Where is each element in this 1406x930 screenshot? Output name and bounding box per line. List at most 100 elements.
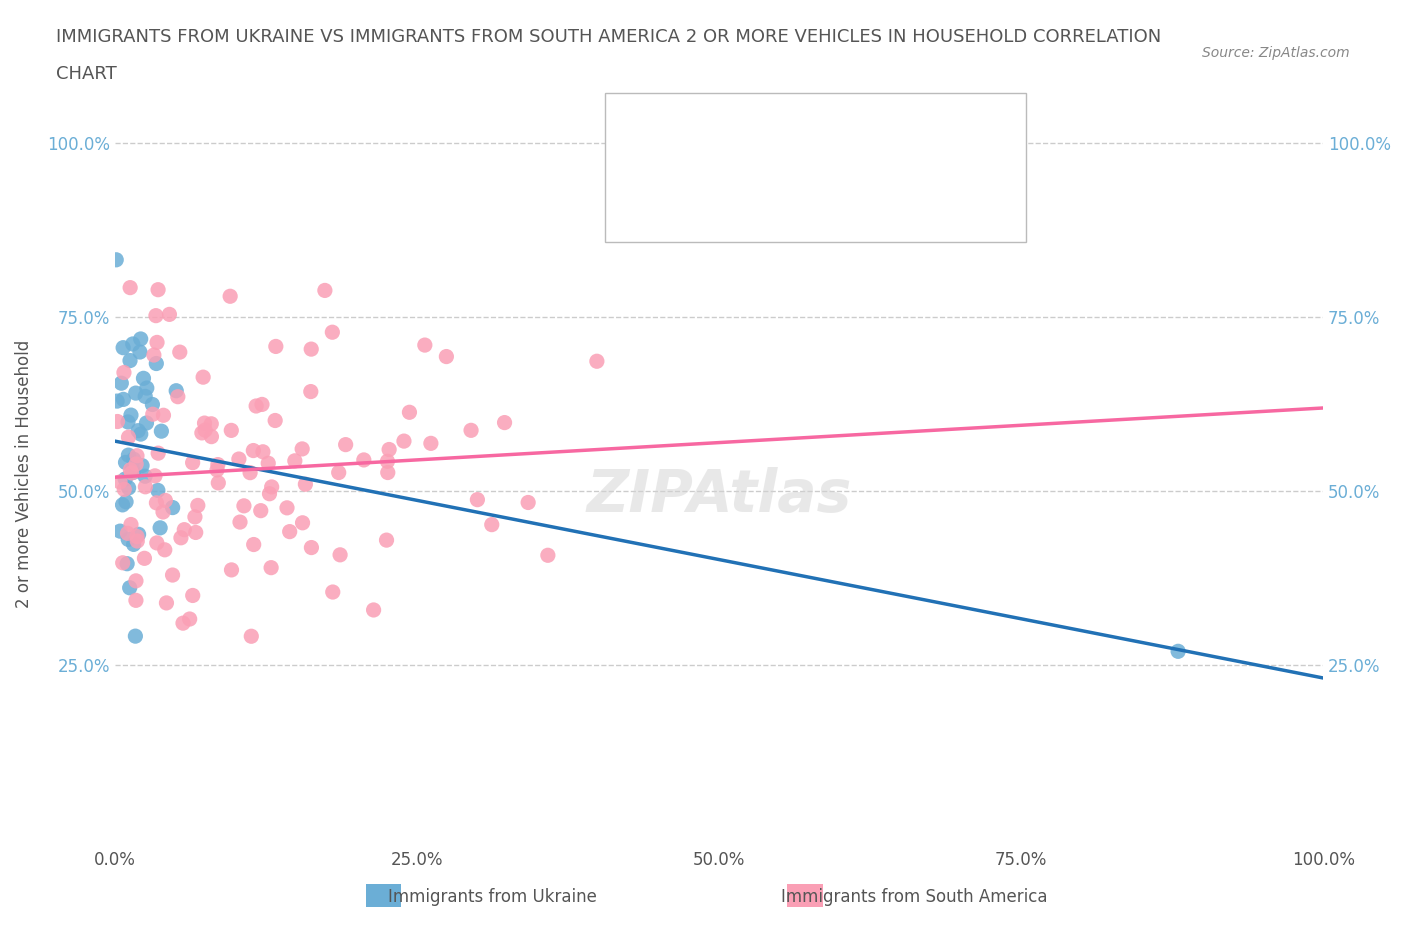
- Immigrants from Ukraine: [117, 415, 139, 430]
- Immigrants from South America: [537, 548, 560, 563]
- Immigrants from Ukraine: [121, 461, 143, 476]
- Immigrants from South America: [242, 538, 264, 552]
- Immigrants from South America: [335, 437, 357, 452]
- Immigrants from Ukraine: [120, 407, 142, 422]
- Immigrants from South America: [146, 335, 169, 350]
- Text: CHART: CHART: [56, 65, 117, 83]
- Immigrants from South America: [187, 498, 209, 512]
- Immigrants from South America: [299, 341, 322, 356]
- Immigrants from South America: [434, 349, 457, 364]
- Immigrants from Ukraine: [125, 386, 148, 401]
- Immigrants from South America: [200, 417, 222, 432]
- Immigrants from Ukraine: [128, 527, 150, 542]
- Immigrants from South America: [162, 567, 184, 582]
- Immigrants from South America: [245, 399, 267, 414]
- Immigrants from South America: [377, 465, 399, 480]
- Immigrants from South America: [221, 563, 243, 578]
- Immigrants from South America: [112, 482, 135, 497]
- Immigrants from Ukraine: [118, 353, 141, 368]
- Immigrants from Ukraine: [117, 532, 139, 547]
- Immigrants from Ukraine: [122, 452, 145, 467]
- Immigrants from South America: [260, 560, 283, 575]
- Immigrants from South America: [250, 397, 273, 412]
- Immigrants from South America: [240, 629, 263, 644]
- Immigrants from South America: [108, 474, 131, 489]
- Text: Immigrants from Ukraine: Immigrants from Ukraine: [388, 888, 596, 907]
- Immigrants from South America: [125, 448, 148, 463]
- Immigrants from South America: [276, 500, 298, 515]
- Immigrants from Ukraine: [129, 427, 152, 442]
- Immigrants from Ukraine: [108, 524, 131, 538]
- Immigrants from Ukraine: [110, 376, 132, 391]
- Immigrants from South America: [291, 442, 314, 457]
- Immigrants from South America: [120, 517, 142, 532]
- Immigrants from South America: [294, 477, 316, 492]
- Immigrants from South America: [413, 338, 436, 352]
- Immigrants from Ukraine: [122, 465, 145, 480]
- Immigrants from Ukraine: [1167, 644, 1189, 658]
- Immigrants from South America: [153, 542, 176, 557]
- Immigrants from South America: [586, 353, 609, 368]
- Immigrants from South America: [107, 414, 129, 429]
- Immigrants from Ukraine: [105, 393, 128, 408]
- Immigrants from South America: [353, 453, 375, 468]
- Text: R = -0.014   N = 108: R = -0.014 N = 108: [682, 187, 886, 206]
- Immigrants from South America: [166, 390, 188, 405]
- Text: Source: ZipAtlas.com: Source: ZipAtlas.com: [1202, 46, 1350, 60]
- Immigrants from Ukraine: [129, 344, 152, 359]
- Immigrants from South America: [117, 430, 139, 445]
- Immigrants from South America: [299, 540, 322, 555]
- Immigrants from South America: [134, 479, 156, 494]
- Immigrants from South America: [120, 462, 142, 477]
- Immigrants from Ukraine: [118, 580, 141, 595]
- Immigrants from South America: [494, 415, 516, 430]
- Immigrants from South America: [328, 465, 350, 480]
- Immigrants from Ukraine: [114, 455, 136, 470]
- Immigrants from South America: [321, 325, 343, 339]
- Immigrants from Ukraine: [165, 383, 187, 398]
- Immigrants from Ukraine: [115, 556, 138, 571]
- Immigrants from South America: [120, 280, 142, 295]
- Immigrants from South America: [145, 496, 167, 511]
- Immigrants from Ukraine: [134, 469, 156, 484]
- Immigrants from South America: [207, 458, 229, 472]
- Immigrants from South America: [259, 486, 281, 501]
- Immigrants from Ukraine: [127, 423, 149, 438]
- Immigrants from Ukraine: [114, 472, 136, 486]
- Immigrants from Ukraine: [146, 483, 169, 498]
- Immigrants from Ukraine: [129, 331, 152, 346]
- Immigrants from South America: [191, 370, 214, 385]
- Immigrants from Ukraine: [111, 498, 134, 512]
- Immigrants from South America: [264, 413, 287, 428]
- Immigrants from South America: [219, 289, 242, 304]
- Immigrants from Ukraine: [150, 424, 173, 439]
- Immigrants from Ukraine: [149, 521, 172, 536]
- Immigrants from South America: [152, 408, 174, 423]
- Immigrants from South America: [125, 529, 148, 544]
- Immigrants from South America: [142, 406, 165, 421]
- Immigrants from South America: [125, 593, 148, 608]
- Immigrants from South America: [221, 423, 243, 438]
- Immigrants from South America: [467, 492, 489, 507]
- Immigrants from South America: [134, 551, 156, 565]
- Immigrants from South America: [329, 548, 352, 563]
- Immigrants from South America: [299, 384, 322, 399]
- Immigrants from South America: [260, 480, 283, 495]
- Immigrants from South America: [184, 525, 207, 540]
- Text: R = -0.067   N =  44: R = -0.067 N = 44: [682, 128, 880, 147]
- Immigrants from South America: [157, 307, 180, 322]
- Immigrants from South America: [242, 443, 264, 458]
- Immigrants from South America: [363, 603, 385, 618]
- Immigrants from South America: [169, 345, 191, 360]
- Immigrants from South America: [148, 445, 170, 460]
- Immigrants from South America: [179, 612, 201, 627]
- Text: Immigrants from South America: Immigrants from South America: [780, 888, 1047, 907]
- Immigrants from South America: [146, 282, 169, 297]
- Immigrants from South America: [143, 469, 166, 484]
- Immigrants from South America: [284, 453, 307, 468]
- Immigrants from South America: [228, 452, 250, 467]
- Immigrants from Ukraine: [117, 481, 139, 496]
- Immigrants from South America: [314, 283, 336, 298]
- Immigrants from Ukraine: [115, 495, 138, 510]
- Immigrants from South America: [398, 405, 420, 419]
